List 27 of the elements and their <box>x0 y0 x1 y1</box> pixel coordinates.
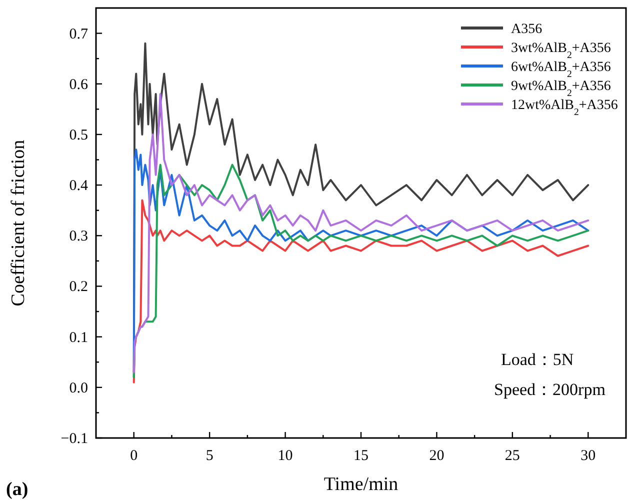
y-tick-label: 0.5 <box>69 127 88 144</box>
y-tick-label: 0.0 <box>69 380 88 396</box>
x-tick-label: 5 <box>206 448 214 464</box>
y-axis-title: Coefficient of friction <box>8 139 29 306</box>
line-series <box>132 199 590 384</box>
x-tick-label: 25 <box>504 448 520 464</box>
x-tick-label: 30 <box>580 448 596 464</box>
legend-label: 9wt%AlB$_{2}$+A356 <box>511 79 611 98</box>
annotation: Speed：200rpm <box>494 380 606 399</box>
legend-label: 3wt%AlB$_{2}$+A356 <box>511 41 611 60</box>
annotation: Load：5N <box>501 350 574 369</box>
y-tick-label: 0.7 <box>69 26 88 42</box>
legend-label: 6wt%AlB$_{2}$+A356 <box>511 60 611 80</box>
x-tick-label: 20 <box>429 448 444 464</box>
y-tick-label: 0.3 <box>69 228 88 245</box>
legend-label: A356 <box>511 22 542 37</box>
y-tick-label: 0.4 <box>69 178 88 194</box>
text: (a) <box>6 479 28 500</box>
x-tick-label: 10 <box>278 448 293 464</box>
x-tick-label: 15 <box>354 448 368 464</box>
legend-label: 12wt%AlB$_{2}$+A356 <box>511 98 618 118</box>
y-tick-label: 0.2 <box>69 279 88 296</box>
y-tick-label: 0.6 <box>69 76 88 93</box>
x-tick-label: 0 <box>130 448 138 464</box>
y-tick-label: −0.1 <box>60 431 88 447</box>
y-tick-label: 0.1 <box>69 330 88 346</box>
x-axis-title: Time/min <box>324 474 399 495</box>
